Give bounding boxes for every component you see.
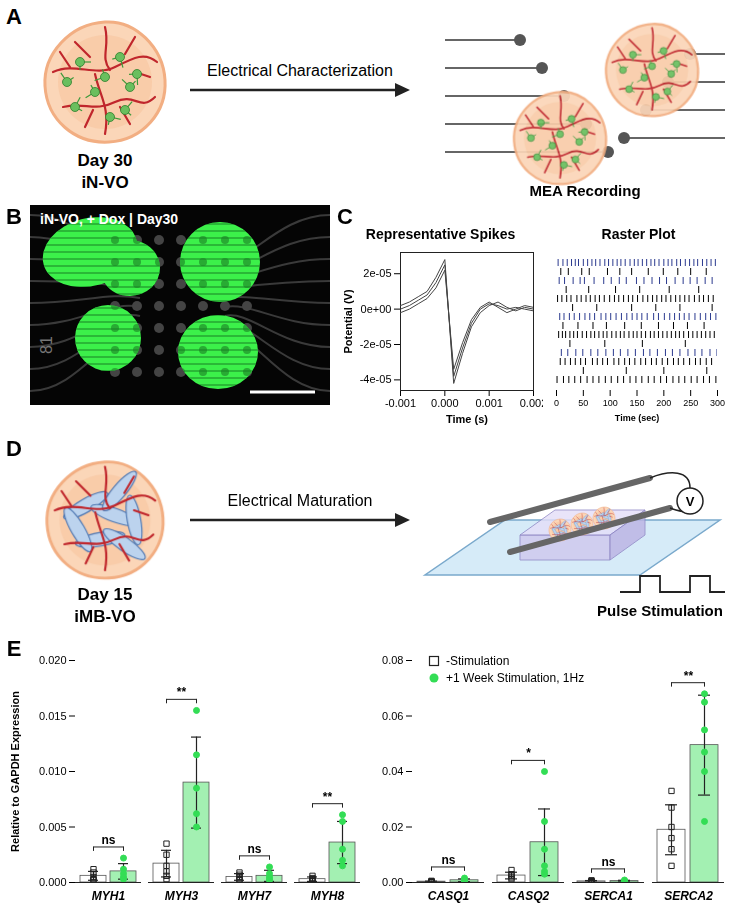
svg-text:0.002: 0.002 (520, 397, 543, 409)
svg-text:CASQ2: CASQ2 (508, 889, 550, 903)
svg-text:0.08: 0.08 (382, 654, 403, 666)
svg-text:0.04: 0.04 (382, 765, 403, 777)
svg-text:-2e-05: -2e-05 (360, 338, 392, 350)
svg-text:*: * (526, 746, 531, 760)
svg-text:C: C (337, 204, 353, 229)
svg-text:iN-VO, + Dox | Day30: iN-VO, + Dox | Day30 (40, 211, 178, 227)
svg-text:50: 50 (578, 398, 588, 408)
svg-text:0.020: 0.020 (39, 654, 67, 666)
html-text:Representative Spikes: Representative Spikes (365, 226, 516, 242)
svg-text:Relative to GAPDH Expression: Relative to GAPDH Expression (9, 691, 21, 852)
svg-text:**: ** (177, 685, 187, 699)
svg-text:0.00: 0.00 (382, 876, 403, 888)
svg-text:Electrical Characterization: Electrical Characterization (207, 62, 393, 79)
svg-text:2e-05: 2e-05 (363, 267, 391, 279)
svg-text:MYH1: MYH1 (92, 889, 126, 903)
svg-text:A: A (6, 4, 22, 29)
svg-text:ns: ns (101, 833, 115, 847)
html-text:+1 Week Stimulation, 1Hz: +1 Week Stimulation, 1Hz (446, 671, 585, 685)
svg-text:Electrical Maturation: Electrical Maturation (228, 492, 373, 509)
svg-text:0.015: 0.015 (39, 710, 67, 722)
svg-text:MYH8: MYH8 (311, 889, 345, 903)
svg-text:150: 150 (629, 398, 644, 408)
svg-text:B: B (6, 204, 22, 229)
svg-text:81: 81 (38, 336, 55, 354)
svg-text:200: 200 (656, 398, 671, 408)
svg-text:Time (s): Time (s) (446, 413, 488, 425)
svg-text:CASQ1: CASQ1 (428, 889, 470, 903)
svg-text:0e+00: 0e+00 (361, 303, 392, 315)
svg-text:Potential (V): Potential (V) (342, 289, 354, 354)
svg-text:300: 300 (710, 398, 725, 408)
svg-text:-0.001: -0.001 (385, 397, 416, 409)
svg-text:-4e-05: -4e-05 (360, 373, 392, 385)
svg-text:0: 0 (554, 398, 559, 408)
svg-text:0.06: 0.06 (382, 710, 403, 722)
svg-text:0.001: 0.001 (475, 397, 503, 409)
html-text:Raster Plot: Raster Plot (601, 226, 676, 242)
svg-text:V: V (686, 494, 695, 509)
svg-text:ns: ns (601, 855, 615, 869)
svg-text:iN-VO: iN-VO (81, 173, 128, 192)
svg-text:MYH3: MYH3 (165, 889, 199, 903)
svg-text:Pulse Stimulation: Pulse Stimulation (597, 602, 723, 619)
svg-text:MYH7: MYH7 (238, 889, 273, 903)
svg-text:D: D (6, 436, 22, 461)
html-text:-Stimulation: -Stimulation (446, 654, 510, 668)
svg-text:ns: ns (247, 842, 261, 856)
svg-text:0.000: 0.000 (431, 397, 459, 409)
svg-text:Day 30: Day 30 (78, 151, 133, 170)
svg-text:MEA Recording: MEA Recording (529, 182, 640, 199)
svg-text:Time (sec): Time (sec) (615, 413, 659, 423)
svg-text:0.005: 0.005 (39, 821, 67, 833)
svg-text:100: 100 (603, 398, 618, 408)
svg-text:**: ** (684, 669, 694, 683)
svg-text:0.010: 0.010 (39, 765, 67, 777)
svg-text:iMB-VO: iMB-VO (74, 607, 135, 626)
svg-text:Day 15: Day 15 (78, 585, 133, 604)
svg-text:ns: ns (441, 853, 455, 867)
svg-text:0.000: 0.000 (39, 876, 67, 888)
svg-text:**: ** (323, 790, 333, 804)
svg-text:250: 250 (683, 398, 698, 408)
svg-text:SERCA1: SERCA1 (584, 889, 633, 903)
svg-text:0.02: 0.02 (382, 821, 403, 833)
svg-text:SERCA2: SERCA2 (664, 889, 713, 903)
svg-text:E: E (7, 636, 22, 661)
